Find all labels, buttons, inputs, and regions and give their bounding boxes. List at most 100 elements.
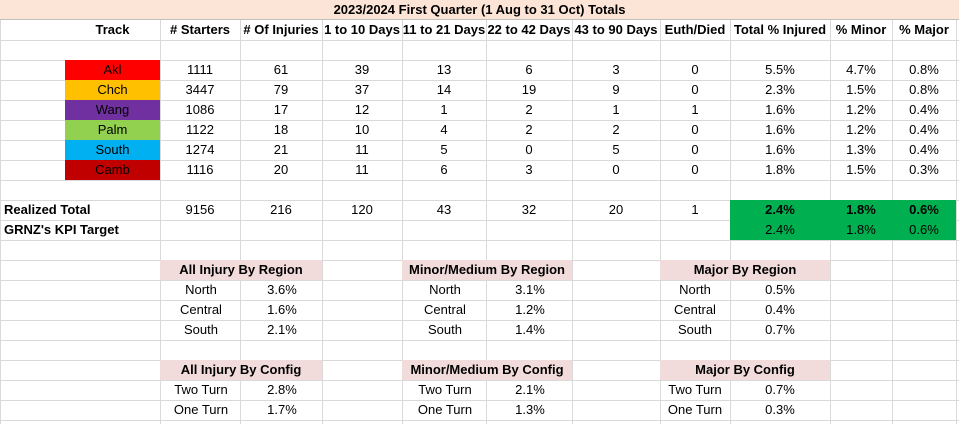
- realized-total-cell[interactable]: 120: [351, 202, 373, 217]
- data-cell[interactable]: 1: [440, 102, 448, 117]
- summary-label-cell[interactable]: Two Turn: [174, 382, 228, 397]
- data-cell[interactable]: 5.5%: [765, 62, 795, 77]
- data-cell[interactable]: 0.8%: [909, 62, 939, 77]
- data-cell[interactable]: 3: [525, 162, 533, 177]
- column-header[interactable]: 1 to 10 Days: [324, 22, 400, 37]
- summary-label-cell[interactable]: South: [184, 322, 218, 337]
- data-cell[interactable]: 4: [440, 122, 448, 137]
- data-cell[interactable]: 0: [612, 162, 620, 177]
- realized-total-cell[interactable]: 1: [691, 202, 699, 217]
- summary-label-cell[interactable]: Central: [674, 302, 716, 317]
- summary-label-cell[interactable]: One Turn: [667, 402, 723, 417]
- summary-label-cell[interactable]: One Turn: [417, 402, 473, 417]
- data-cell[interactable]: 1116: [186, 162, 214, 177]
- data-cell[interactable]: 12: [354, 102, 370, 117]
- data-cell[interactable]: 2: [612, 122, 620, 137]
- realized-percent-cell[interactable]: 1.8%: [830, 200, 892, 220]
- data-cell[interactable]: 3447: [185, 82, 215, 97]
- realized-total-cell[interactable]: 32: [521, 202, 537, 217]
- realized-percent-cell[interactable]: 0.6%: [892, 200, 956, 220]
- data-cell[interactable]: 37: [354, 82, 370, 97]
- column-header[interactable]: Total % Injured: [733, 22, 827, 37]
- summary-label-cell[interactable]: North: [185, 282, 217, 297]
- summary-value-cell[interactable]: 2.1%: [267, 322, 297, 337]
- data-cell[interactable]: 11: [355, 142, 369, 157]
- data-cell[interactable]: 9: [612, 82, 620, 97]
- data-cell[interactable]: 5: [612, 142, 620, 157]
- kpi-target-cell[interactable]: 0.6%: [892, 220, 956, 240]
- data-cell[interactable]: 39: [354, 62, 370, 77]
- data-cell[interactable]: 1.3%: [846, 142, 876, 157]
- summary-label-cell[interactable]: Two Turn: [668, 382, 722, 397]
- realized-total-label[interactable]: Realized Total: [4, 202, 91, 217]
- data-cell[interactable]: 1086: [185, 102, 215, 117]
- data-cell[interactable]: 1: [612, 102, 620, 117]
- summary-table-title[interactable]: Major By Config: [660, 360, 830, 380]
- summary-label-cell[interactable]: One Turn: [173, 402, 229, 417]
- column-header[interactable]: Euth/Died: [664, 22, 726, 37]
- data-cell[interactable]: 19: [521, 82, 537, 97]
- column-header[interactable]: # Of Injuries: [243, 22, 319, 37]
- summary-label-cell[interactable]: South: [428, 322, 462, 337]
- data-cell[interactable]: 1.6%: [765, 142, 795, 157]
- summary-value-cell[interactable]: 0.3%: [765, 402, 795, 417]
- summary-table-title[interactable]: Minor/Medium By Region: [402, 260, 572, 280]
- column-header[interactable]: 22 to 42 Days: [487, 22, 571, 37]
- data-cell[interactable]: 10: [354, 122, 370, 137]
- data-cell[interactable]: 0.3%: [909, 162, 939, 177]
- data-cell[interactable]: 6: [525, 62, 533, 77]
- realized-total-cell[interactable]: 9156: [185, 202, 215, 217]
- summary-value-cell[interactable]: 0.4%: [765, 302, 795, 317]
- data-cell[interactable]: 1274: [185, 142, 215, 157]
- kpi-target-cell[interactable]: 2.4%: [730, 220, 830, 240]
- data-cell[interactable]: 11: [355, 162, 369, 177]
- summary-value-cell[interactable]: 1.6%: [267, 302, 297, 317]
- data-cell[interactable]: 1.2%: [846, 122, 876, 137]
- realized-total-cell[interactable]: 43: [436, 202, 452, 217]
- data-cell[interactable]: 1.5%: [846, 162, 876, 177]
- summary-table-title[interactable]: Minor/Medium By Config: [402, 360, 572, 380]
- data-cell[interactable]: 0.8%: [909, 82, 939, 97]
- data-cell[interactable]: 5: [440, 142, 448, 157]
- data-cell[interactable]: 0: [691, 82, 699, 97]
- summary-value-cell[interactable]: 0.7%: [765, 382, 795, 397]
- data-cell[interactable]: 2: [525, 122, 533, 137]
- summary-value-cell[interactable]: 2.8%: [267, 382, 297, 397]
- realized-total-cell[interactable]: 216: [270, 202, 292, 217]
- data-cell[interactable]: 14: [436, 82, 452, 97]
- data-cell[interactable]: 4.7%: [846, 62, 876, 77]
- data-cell[interactable]: 0: [691, 62, 699, 77]
- track-name-cell[interactable]: Chch: [65, 80, 160, 100]
- track-name-cell[interactable]: Wang: [65, 100, 160, 120]
- track-name-cell[interactable]: Palm: [65, 120, 160, 140]
- summary-value-cell[interactable]: 0.7%: [765, 322, 795, 337]
- summary-label-cell[interactable]: North: [679, 282, 711, 297]
- data-cell[interactable]: 1111: [186, 62, 214, 77]
- data-cell[interactable]: 6: [440, 162, 448, 177]
- column-header[interactable]: % Minor: [835, 22, 887, 37]
- kpi-target-cell[interactable]: 1.8%: [830, 220, 892, 240]
- data-cell[interactable]: 0: [525, 142, 533, 157]
- summary-value-cell[interactable]: 2.1%: [515, 382, 545, 397]
- data-cell[interactable]: 1: [691, 102, 699, 117]
- column-header[interactable]: # Starters: [170, 22, 230, 37]
- data-cell[interactable]: 0.4%: [909, 142, 939, 157]
- summary-table-title[interactable]: All Injury By Region: [160, 260, 322, 280]
- data-cell[interactable]: 21: [273, 142, 289, 157]
- summary-table-title[interactable]: All Injury By Config: [160, 360, 322, 380]
- data-cell[interactable]: 1.8%: [765, 162, 795, 177]
- summary-value-cell[interactable]: 1.7%: [267, 402, 297, 417]
- data-cell[interactable]: 3: [612, 62, 620, 77]
- kpi-target-label[interactable]: GRNZ's KPI Target: [4, 222, 119, 237]
- data-cell[interactable]: 17: [273, 102, 289, 117]
- summary-value-cell[interactable]: 3.1%: [515, 282, 545, 297]
- summary-label-cell[interactable]: Central: [424, 302, 466, 317]
- data-cell[interactable]: 0: [691, 162, 699, 177]
- summary-value-cell[interactable]: 1.3%: [515, 402, 545, 417]
- summary-table-title[interactable]: Major By Region: [660, 260, 830, 280]
- data-cell[interactable]: 1.5%: [846, 82, 876, 97]
- summary-value-cell[interactable]: 3.6%: [267, 282, 297, 297]
- summary-label-cell[interactable]: Central: [180, 302, 222, 317]
- column-header[interactable]: 11 to 21 Days: [402, 22, 486, 37]
- data-cell[interactable]: 79: [273, 82, 289, 97]
